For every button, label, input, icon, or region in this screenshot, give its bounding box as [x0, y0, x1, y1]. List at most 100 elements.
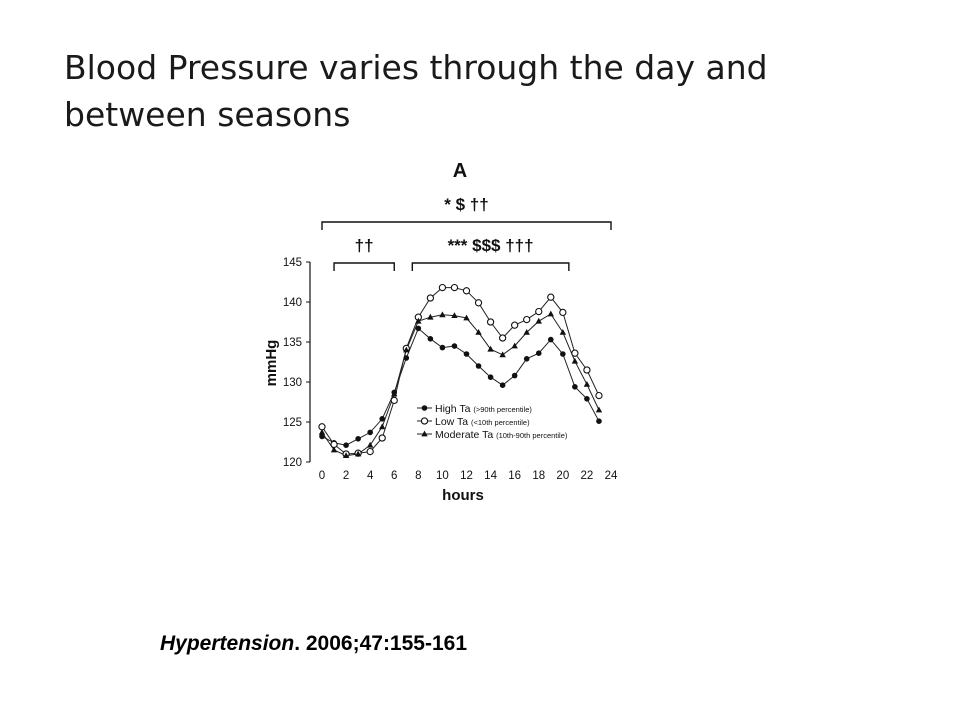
- legend-label-2: Low Ta (<10th percentile): [435, 416, 530, 428]
- data-point-s2-22: [583, 366, 591, 374]
- data-point-s2-23: [595, 391, 603, 400]
- data-point-s1-17: [523, 356, 530, 362]
- x-tick-label-20: 20: [556, 470, 569, 482]
- data-point-s1-20: [560, 351, 566, 357]
- data-point-s2-11: [450, 283, 459, 292]
- data-point-s2-21: [571, 349, 579, 357]
- significance-bracket-1: [321, 221, 612, 230]
- data-point-s3-7: [403, 346, 410, 353]
- legend-name-2: Low Ta: [435, 416, 471, 428]
- data-point-s1-13: [475, 363, 482, 369]
- legend-name-1: High Ta: [435, 403, 473, 415]
- data-point-s3-9: [427, 313, 434, 320]
- data-point-s1-18: [535, 350, 542, 357]
- legend-note-3: (10th-90th percentile): [496, 431, 568, 440]
- data-point-s1-3: [355, 436, 361, 442]
- data-point-s3-18: [535, 317, 542, 324]
- data-point-s3-17: [523, 329, 530, 335]
- x-tick-label-18: 18: [532, 470, 545, 482]
- data-point-s1-16: [511, 372, 518, 379]
- data-point-s2-12: [462, 287, 471, 295]
- citation-journal: Hypertension: [160, 632, 295, 655]
- data-point-s3-23: [595, 406, 603, 413]
- data-point-s2-17: [523, 315, 531, 324]
- data-point-s2-6: [390, 396, 398, 405]
- data-point-s3-0: [318, 429, 326, 435]
- x-tick-label-14: 14: [484, 470, 497, 482]
- x-tick-label-6: 6: [391, 470, 397, 482]
- significance-label-1: * $ ††: [444, 195, 488, 214]
- legend-note-2: (<10th percentile): [471, 418, 530, 427]
- citation-details: . 2006;47:155-161: [294, 632, 468, 655]
- data-point-s3-21: [571, 357, 579, 364]
- data-point-s1-10: [439, 344, 446, 351]
- x-tick-label-12: 12: [460, 470, 473, 482]
- y-axis-title: mmHg: [263, 340, 280, 387]
- data-point-s2-16: [511, 321, 519, 329]
- y-tick-label-140: 140: [283, 297, 302, 309]
- x-tick-label-22: 22: [581, 470, 594, 482]
- significance-label-2: ††: [355, 236, 374, 255]
- data-point-s1-7: [403, 355, 410, 361]
- y-tick-label-145: 145: [283, 257, 302, 269]
- y-tick-label-120: 120: [283, 457, 302, 469]
- significance-bracket-3: [411, 262, 570, 271]
- data-point-s1-5: [379, 416, 386, 422]
- data-point-s2-13: [474, 299, 483, 307]
- data-point-s3-5: [379, 423, 386, 430]
- x-tick-label-0: 0: [319, 470, 325, 482]
- data-point-s3-6: [391, 390, 398, 397]
- legend-marker-1: [421, 405, 428, 411]
- data-point-s3-12: [463, 314, 470, 321]
- significance-brackets: * $ †† †† *** $$$ †††: [321, 195, 612, 271]
- data-point-s3-2: [342, 452, 350, 458]
- data-point-s1-14: [487, 374, 494, 381]
- slide-title: Blood Pressure varies through the day an…: [64, 48, 768, 134]
- data-point-s2-20: [559, 308, 567, 317]
- x-tick-label-4: 4: [367, 470, 374, 482]
- data-point-s2-18: [535, 307, 543, 316]
- data-point-s3-13: [475, 329, 482, 335]
- data-point-s2-0: [318, 423, 326, 431]
- legend-marker-3: [421, 430, 428, 437]
- data-point-s1-21: [572, 384, 578, 390]
- data-point-s3-8: [415, 317, 422, 324]
- data-point-s1-12: [463, 351, 470, 357]
- data-point-s1-22: [584, 396, 590, 402]
- data-point-s1-9: [427, 336, 434, 342]
- data-point-s2-1: [330, 440, 338, 449]
- data-point-s3-20: [559, 329, 567, 335]
- legend-note-1: (>90th percentile): [473, 405, 532, 414]
- citation: Hypertension. 2006;47:155-161: [160, 632, 467, 656]
- y-tick-label-130: 130: [283, 377, 302, 389]
- data-point-s3-16: [511, 342, 518, 349]
- data-point-s3-15: [499, 351, 506, 358]
- y-tick-label-125: 125: [283, 417, 302, 429]
- data-point-s2-5: [378, 434, 386, 442]
- significance-label-3: *** $$$ †††: [448, 236, 534, 255]
- data-point-s2-15: [498, 334, 507, 342]
- data-point-s2-14: [486, 318, 495, 326]
- data-point-s2-10: [438, 283, 447, 292]
- data-point-s1-4: [367, 429, 373, 436]
- legend-marker-2: [420, 417, 429, 425]
- data-point-s2-4: [366, 447, 374, 456]
- significance-bracket-2: [333, 262, 395, 271]
- panel-label: A: [453, 160, 467, 182]
- data-point-s1-11: [451, 343, 458, 349]
- data-point-s3-4: [366, 441, 374, 448]
- data-point-s2-9: [426, 294, 435, 302]
- legend-name-3: Moderate Ta: [435, 429, 496, 441]
- x-axis-title: hours: [442, 487, 484, 504]
- data-point-s3-1: [330, 446, 338, 453]
- legend-label-3: Moderate Ta (10th-90th percentile): [435, 429, 568, 441]
- data-point-s1-15: [499, 382, 506, 389]
- data-point-s1-8: [415, 325, 422, 332]
- chart-legend: High Ta (>90th percentile)Low Ta (<10th …: [417, 403, 568, 441]
- x-tick-label-24: 24: [605, 470, 618, 482]
- data-point-s3-19: [547, 310, 554, 317]
- x-tick-label-8: 8: [415, 470, 421, 482]
- data-point-s3-10: [439, 311, 446, 318]
